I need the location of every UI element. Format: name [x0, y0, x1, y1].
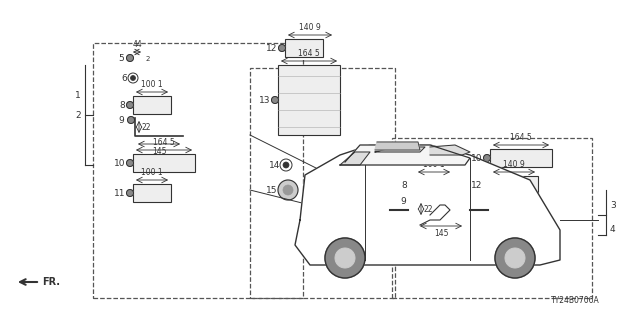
- Bar: [133, 154, 195, 172]
- Polygon shape: [375, 147, 425, 152]
- Bar: [285, 39, 323, 57]
- Polygon shape: [375, 142, 420, 150]
- Text: 10: 10: [470, 154, 482, 163]
- Polygon shape: [430, 145, 470, 155]
- Text: 6: 6: [121, 74, 127, 83]
- Circle shape: [415, 156, 420, 161]
- Text: 44: 44: [132, 40, 142, 49]
- Circle shape: [127, 159, 134, 166]
- Text: 100 1: 100 1: [423, 160, 445, 169]
- Text: 145: 145: [152, 147, 166, 156]
- Circle shape: [271, 97, 278, 103]
- Circle shape: [278, 44, 285, 52]
- Circle shape: [483, 155, 490, 162]
- Text: 10: 10: [113, 158, 125, 167]
- Text: 164 5: 164 5: [298, 49, 320, 58]
- Bar: [278, 65, 340, 135]
- Text: 100 1: 100 1: [141, 168, 163, 177]
- Text: 140 9: 140 9: [503, 160, 525, 169]
- Text: 7: 7: [406, 154, 412, 163]
- Bar: [490, 176, 538, 194]
- Text: 8: 8: [119, 100, 125, 109]
- Circle shape: [127, 189, 134, 196]
- Text: 2: 2: [76, 110, 81, 119]
- Bar: [133, 184, 171, 202]
- Bar: [250, 68, 395, 298]
- Text: 13: 13: [259, 95, 270, 105]
- Text: 12: 12: [266, 44, 277, 52]
- Circle shape: [408, 181, 415, 188]
- Bar: [392, 138, 592, 298]
- Polygon shape: [295, 145, 560, 265]
- Text: 9: 9: [118, 116, 124, 124]
- Circle shape: [495, 238, 535, 278]
- Text: 5: 5: [118, 53, 124, 62]
- Text: 15: 15: [266, 186, 277, 195]
- Circle shape: [283, 162, 289, 168]
- Bar: [415, 176, 453, 194]
- Circle shape: [283, 185, 293, 195]
- Bar: [93, 43, 303, 298]
- Circle shape: [325, 238, 365, 278]
- Text: 164 5: 164 5: [153, 138, 175, 147]
- Text: 164 5: 164 5: [510, 133, 532, 142]
- Text: 3: 3: [610, 201, 616, 210]
- Text: 11: 11: [113, 188, 125, 197]
- Polygon shape: [340, 152, 370, 165]
- Text: 100 1: 100 1: [141, 80, 163, 89]
- Text: 140 9: 140 9: [299, 23, 321, 32]
- Circle shape: [127, 54, 134, 61]
- Text: 14: 14: [269, 161, 280, 170]
- Text: 12: 12: [470, 180, 482, 189]
- Circle shape: [127, 101, 134, 108]
- Circle shape: [410, 198, 417, 205]
- Text: FR.: FR.: [42, 277, 60, 287]
- Circle shape: [505, 248, 525, 268]
- Bar: [133, 96, 171, 114]
- Circle shape: [127, 116, 134, 124]
- Text: 9: 9: [400, 197, 406, 206]
- Circle shape: [278, 180, 298, 200]
- Circle shape: [131, 76, 136, 81]
- Text: 22: 22: [423, 204, 433, 213]
- Text: 2: 2: [146, 56, 150, 62]
- Text: 145: 145: [434, 229, 448, 238]
- Text: 1: 1: [76, 91, 81, 100]
- Circle shape: [483, 181, 490, 188]
- Bar: [490, 149, 552, 167]
- Text: 8: 8: [401, 180, 407, 189]
- Text: TY24B0706A: TY24B0706A: [551, 296, 600, 305]
- Polygon shape: [340, 145, 470, 165]
- Text: 22: 22: [141, 123, 150, 132]
- Text: 4: 4: [610, 226, 616, 235]
- Circle shape: [335, 248, 355, 268]
